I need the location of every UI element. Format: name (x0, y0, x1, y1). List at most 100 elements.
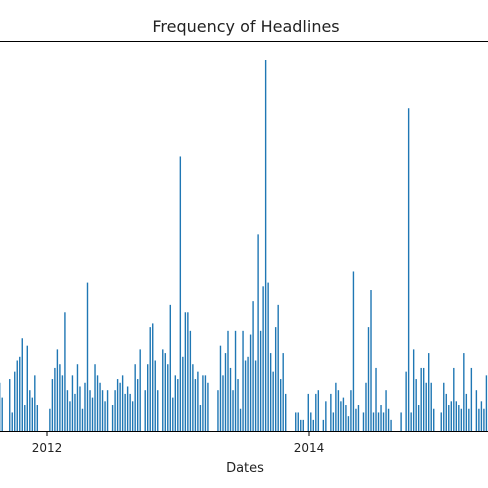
bar-37 (76, 364, 79, 431)
bar-95 (237, 379, 239, 431)
bar-97 (242, 330, 244, 431)
bar-88 (219, 345, 222, 431)
bar-84 (202, 375, 204, 431)
bar-116 (297, 412, 299, 431)
bar-91 (227, 330, 229, 431)
bar-28 (54, 367, 56, 431)
bar-69 (164, 353, 166, 431)
bar-98 (244, 360, 247, 431)
bar-67 (157, 390, 159, 431)
bar-165 (445, 393, 447, 431)
bar-177 (478, 408, 480, 431)
bar-86 (207, 382, 209, 431)
x-axis-ticks: 2012 2014 (32, 431, 324, 455)
bar-135 (352, 271, 355, 431)
bar-173 (465, 393, 468, 431)
bar-137 (357, 405, 360, 431)
bar-150 (400, 412, 402, 431)
bar-73 (174, 375, 177, 431)
bar-30 (59, 364, 61, 431)
bar-172 (463, 353, 465, 431)
bar-166 (448, 405, 450, 431)
bar-34 (69, 401, 71, 431)
bar-148 (387, 408, 390, 431)
bar-62 (144, 390, 146, 431)
bar-48 (104, 401, 106, 431)
bar-164 (443, 382, 445, 431)
bar-47 (101, 390, 104, 431)
bar-42 (89, 390, 91, 431)
bar-51 (114, 390, 116, 431)
bar-128 (335, 382, 337, 431)
bar-179 (483, 408, 485, 431)
bar-153 (410, 412, 412, 431)
bar-106 (264, 60, 267, 431)
bar-20 (24, 405, 26, 431)
bar-162 (433, 408, 435, 431)
bar-65 (152, 323, 154, 431)
bar-17 (16, 360, 18, 431)
bar-127 (332, 412, 335, 431)
bar-54 (121, 375, 124, 431)
bar-46 (99, 382, 101, 431)
bar-115 (295, 412, 297, 431)
bar-171 (460, 408, 463, 431)
bar-147 (385, 390, 387, 431)
bar-125 (325, 401, 327, 431)
bar-143 (375, 367, 377, 431)
bar-109 (272, 371, 274, 431)
bar-169 (455, 401, 458, 431)
bar-105 (262, 286, 264, 431)
bar-111 (277, 304, 279, 431)
bar-107 (267, 282, 269, 431)
bar-18 (19, 356, 21, 431)
bar-32 (64, 312, 66, 431)
bar-80 (192, 364, 194, 431)
bar-141 (370, 290, 372, 431)
bar-49 (106, 390, 109, 431)
bar-57 (129, 393, 131, 431)
bar-108 (269, 353, 272, 431)
bar-74 (177, 379, 179, 431)
bar-170 (458, 405, 460, 431)
bar-163 (440, 412, 442, 431)
bar-121 (312, 419, 314, 431)
bar-120 (310, 412, 312, 431)
bar-58 (131, 401, 134, 431)
bar-160 (428, 353, 430, 431)
bar-68 (162, 349, 164, 431)
bar-60 (136, 379, 139, 431)
bar-117 (300, 419, 302, 431)
bar-44 (94, 364, 96, 431)
bar-94 (234, 330, 237, 431)
bar-159 (425, 382, 427, 431)
bar-102 (254, 360, 257, 431)
bar-36 (74, 393, 76, 431)
bar-99 (247, 356, 249, 431)
bar-119 (307, 393, 309, 431)
bar-75 (179, 156, 182, 431)
bar-161 (430, 382, 432, 431)
bar-59 (134, 364, 136, 431)
bar-92 (229, 367, 232, 431)
bar-149 (390, 419, 392, 431)
bar-133 (347, 416, 350, 431)
bar-15 (11, 412, 13, 431)
bar-33 (66, 390, 69, 431)
bar-144 (377, 412, 380, 431)
bar-70 (167, 364, 169, 431)
bar-35 (71, 375, 74, 431)
bar-156 (417, 405, 420, 431)
bar-89 (222, 375, 224, 431)
bar-21 (26, 345, 28, 431)
bar-77 (184, 312, 187, 431)
bar-110 (274, 327, 277, 431)
bar-24 (34, 375, 36, 431)
bar-158 (422, 367, 425, 431)
bar-154 (412, 349, 415, 431)
bar-112 (279, 379, 282, 431)
bar-81 (194, 379, 197, 431)
bar-78 (187, 312, 189, 431)
bar-175 (470, 367, 473, 431)
bar-145 (380, 405, 382, 431)
